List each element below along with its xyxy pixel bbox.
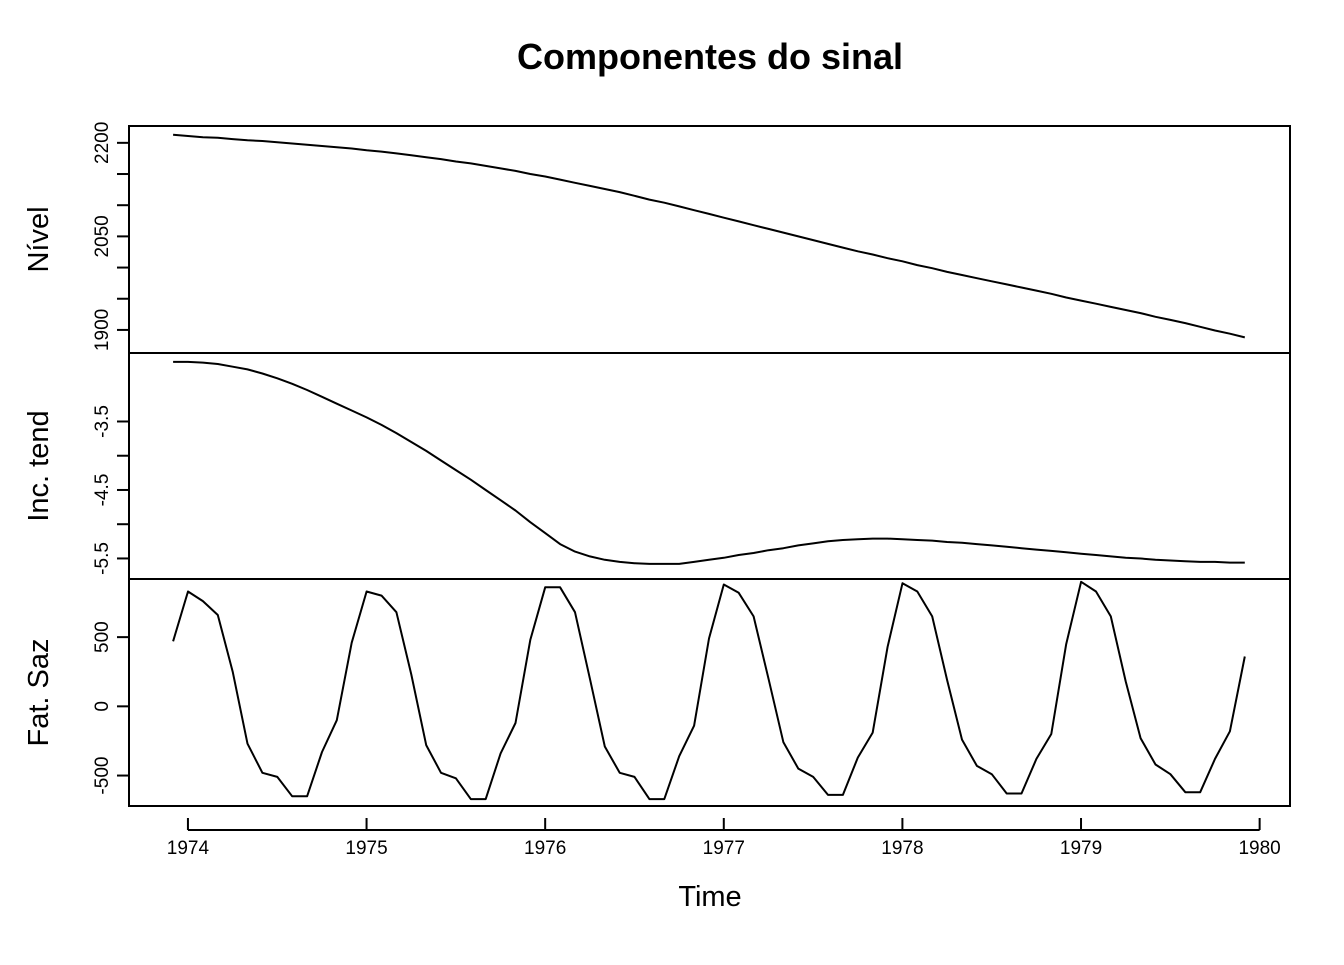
y-tick-label: -5.5 bbox=[92, 542, 113, 575]
series-line-fat-saz bbox=[172, 580, 1246, 801]
panel-frame bbox=[128, 352, 1291, 580]
chart-title: Componentes do sinal bbox=[517, 36, 903, 77]
panel-inc-tend: -3.5 -4.5 -5.5 Inc. tend bbox=[23, 352, 1291, 580]
x-tick-label: 1976 bbox=[524, 838, 566, 859]
y-tick-label: 1900 bbox=[92, 309, 113, 351]
series-line-nivel bbox=[173, 133, 1246, 339]
y-axis-title-nivel: Nível bbox=[23, 206, 55, 272]
y-tick-label: 500 bbox=[92, 621, 113, 653]
y-tick-label: 0 bbox=[92, 701, 113, 712]
x-tick-label: 1977 bbox=[703, 838, 745, 859]
x-tick-label: 1979 bbox=[1060, 838, 1102, 859]
y-tick-label: 2200 bbox=[92, 122, 113, 164]
y-tick-label: -500 bbox=[92, 757, 113, 795]
x-tick-label: 1975 bbox=[345, 838, 387, 859]
y-axis-title-fat-saz: Fat. Saz bbox=[23, 639, 55, 747]
x-tick-label: 1974 bbox=[167, 838, 210, 859]
x-axis-title: Time bbox=[678, 881, 741, 913]
y-tick-label: -4.5 bbox=[92, 474, 113, 507]
x-axis: 1974 1975 1976 1977 1978 1979 1980 bbox=[167, 818, 1281, 859]
panel-frame bbox=[128, 578, 1291, 807]
panel-nivel: 1900 2050 2200 Nível bbox=[23, 122, 1291, 354]
panel-fat-saz: -500 0 500 Fat. Saz bbox=[23, 578, 1291, 807]
panels-layer: 1900 2050 2200 Nível -3.5 -4.5 -5.5 Inc. tend -5… bbox=[23, 122, 1291, 807]
y-axis-title-inc-tend: Inc. tend bbox=[23, 410, 55, 521]
y-tick-label: -3.5 bbox=[92, 405, 113, 438]
panel-frame bbox=[128, 125, 1291, 354]
x-tick-label: 1978 bbox=[881, 838, 923, 859]
series-line-inc-tend bbox=[173, 360, 1245, 565]
x-tick-label: 1980 bbox=[1238, 838, 1280, 859]
y-tick-label: 2050 bbox=[92, 215, 113, 257]
